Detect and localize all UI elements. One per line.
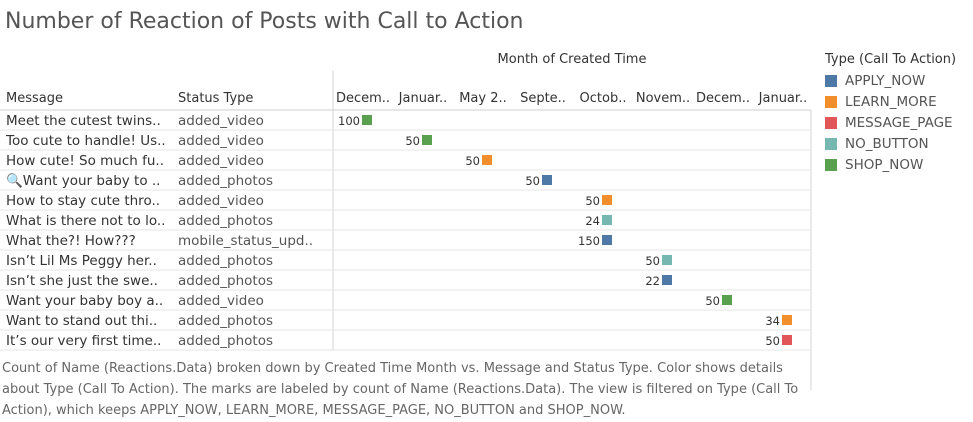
status-type-cell: added_photos — [178, 313, 273, 329]
message-cell[interactable]: Isn’t Lil Ms Peggy her.. — [6, 253, 157, 269]
status-type-cell: added_photos — [178, 253, 273, 269]
status-type-cell: added_video — [178, 133, 264, 149]
data-label: 50 — [405, 134, 420, 148]
message-cell[interactable]: How cute! So much fu.. — [6, 153, 164, 169]
month-header[interactable]: Decem.. — [695, 91, 751, 106]
status-type-cell: added_video — [178, 293, 264, 309]
legend-item[interactable]: LEARN_MORE — [825, 91, 956, 112]
data-label: 50 — [465, 154, 480, 168]
data-mark[interactable] — [662, 275, 672, 285]
legend-item[interactable]: SHOP_NOW — [825, 154, 956, 175]
message-cell[interactable]: How to stay cute thro.. — [6, 193, 160, 209]
data-mark[interactable] — [782, 335, 792, 345]
data-mark[interactable] — [602, 195, 612, 205]
data-mark[interactable] — [782, 315, 792, 325]
status-type-cell: added_photos — [178, 273, 273, 289]
legend-swatch — [825, 95, 837, 108]
legend: Type (Call To Action) APPLY_NOW LEARN_MOR… — [825, 52, 956, 175]
message-cell[interactable]: Isn’t she just the swe.. — [6, 273, 158, 289]
chart-title: Number of Reaction of Posts with Call to… — [5, 9, 524, 34]
data-label: 50 — [585, 194, 600, 208]
data-label: 50 — [705, 294, 720, 308]
message-cell[interactable]: It’s our very first time.. — [6, 333, 161, 349]
data-label: 50 — [525, 174, 540, 188]
data-mark[interactable] — [662, 255, 672, 265]
data-label: 50 — [645, 254, 660, 268]
message-cell[interactable]: Want your baby boy a.. — [6, 293, 163, 309]
month-header[interactable]: Januar.. — [398, 91, 448, 106]
month-header[interactable]: Novem.. — [635, 91, 691, 106]
legend-item[interactable]: NO_BUTTON — [825, 133, 956, 154]
data-mark[interactable] — [722, 295, 732, 305]
legend-label: APPLY_NOW — [845, 72, 926, 89]
message-cell[interactable]: Meet the cutest twins.. — [6, 113, 161, 129]
status-type-cell: added_video — [178, 153, 264, 169]
month-header[interactable]: Decem.. — [335, 91, 391, 106]
legend-label: MESSAGE_PAGE — [845, 114, 953, 131]
legend-label: LEARN_MORE — [845, 93, 937, 110]
data-mark[interactable] — [422, 135, 432, 145]
data-label: 100 — [338, 114, 360, 128]
data-mark[interactable] — [602, 235, 612, 245]
data-mark[interactable] — [362, 115, 372, 125]
status-type-cell: added_video — [178, 193, 264, 209]
data-mark[interactable] — [542, 175, 552, 185]
data-label: 150 — [578, 234, 600, 248]
legend-label: SHOP_NOW — [845, 156, 924, 173]
status-type-cell: mobile_status_upd.. — [178, 233, 313, 249]
legend-item[interactable]: APPLY_NOW — [825, 70, 956, 91]
data-label: 22 — [645, 274, 660, 288]
status-type-column-header[interactable]: Status Type — [178, 91, 254, 106]
legend-title: Type (Call To Action) — [825, 52, 957, 67]
message-cell[interactable]: Want to stand out thi.. — [6, 313, 157, 329]
column-group-header: Month of Created Time — [497, 52, 647, 67]
message-cell[interactable]: What is there not to lo.. — [6, 213, 165, 229]
data-label: 34 — [765, 314, 780, 328]
legend-swatch — [825, 116, 837, 129]
legend-item[interactable]: MESSAGE_PAGE — [825, 112, 956, 133]
legend-swatch — [825, 137, 837, 150]
status-type-cell: added_photos — [178, 173, 273, 189]
data-mark[interactable] — [482, 155, 492, 165]
message-cell[interactable]: 🔍Want your baby to .. — [6, 171, 160, 189]
message-cell[interactable]: Too cute to handle! Us.. — [5, 133, 166, 149]
legend-label: NO_BUTTON — [845, 135, 929, 152]
status-type-cell: added_photos — [178, 333, 273, 349]
month-header[interactable]: Septe.. — [520, 91, 566, 106]
message-column-header[interactable]: Message — [6, 91, 63, 106]
legend-swatch — [825, 74, 837, 87]
chart-caption: Count of Name (Reactions.Data) broken do… — [2, 361, 799, 418]
message-cell[interactable]: What the?! How??? — [6, 233, 136, 249]
status-type-cell: added_photos — [178, 213, 273, 229]
month-header[interactable]: Januar.. — [758, 91, 808, 106]
legend-swatch — [825, 158, 837, 171]
month-header[interactable]: May 2.. — [459, 91, 507, 106]
data-label: 50 — [765, 334, 780, 348]
data-mark[interactable] — [602, 215, 612, 225]
data-label: 24 — [585, 214, 600, 228]
status-type-cell: added_video — [178, 113, 264, 129]
month-header[interactable]: Octob.. — [579, 91, 627, 106]
